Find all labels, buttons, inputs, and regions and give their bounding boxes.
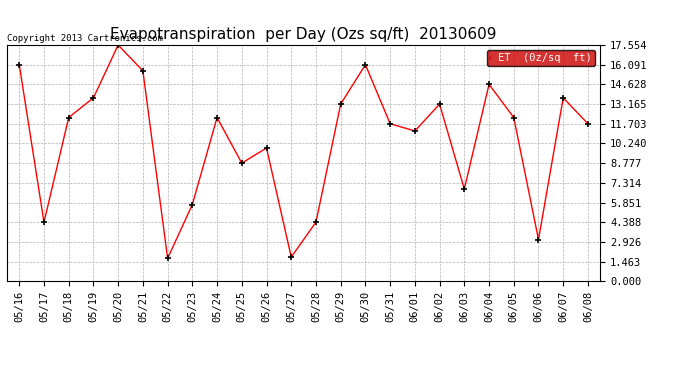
Title: Evapotranspiration  per Day (Ozs sq/ft)  20130609: Evapotranspiration per Day (Ozs sq/ft) 2… — [110, 27, 497, 42]
Text: Copyright 2013 Cartronics.com: Copyright 2013 Cartronics.com — [7, 34, 163, 43]
Legend: ET  (0z/sq  ft): ET (0z/sq ft) — [486, 50, 595, 66]
